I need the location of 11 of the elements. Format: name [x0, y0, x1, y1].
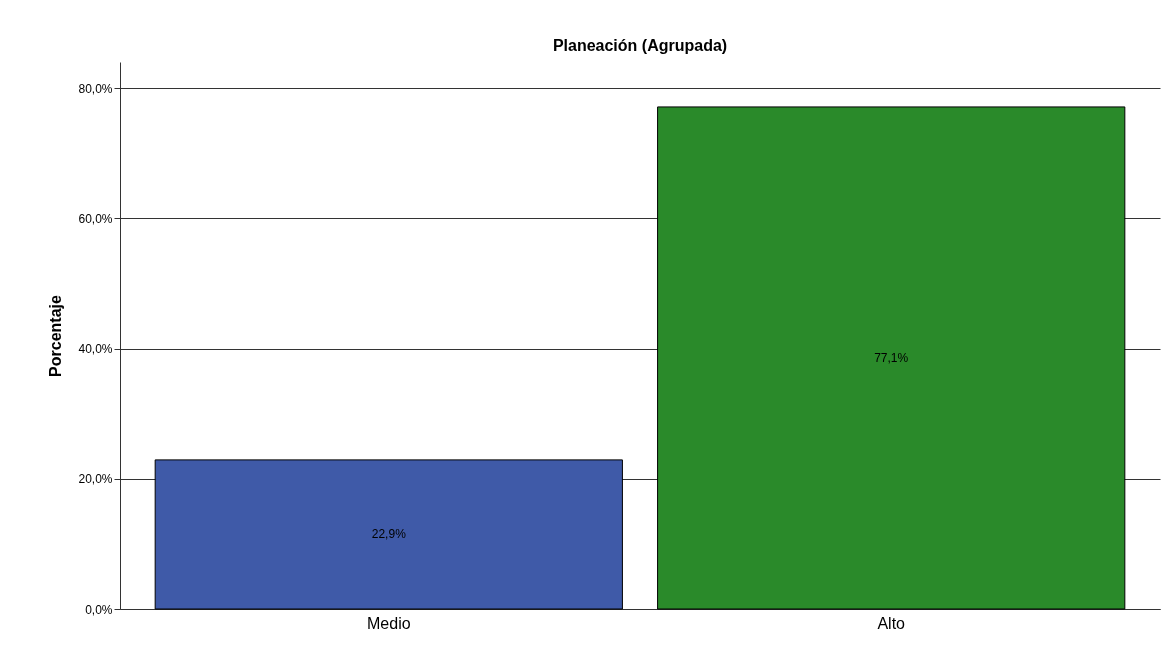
x-tick-label: Medio [367, 614, 411, 632]
data-label: 22,9% [371, 527, 407, 542]
y-tick-label: 20,0% [78, 472, 113, 487]
y-tick-label: 60,0% [78, 211, 113, 226]
x-tick-label: Alto [877, 614, 906, 632]
y-tick-label: 80,0% [78, 81, 113, 96]
data-label: 77,1% [874, 350, 909, 365]
y-axis-title: Porcentaje [47, 294, 65, 377]
chart-title: Planeación (Agrupada) [552, 37, 728, 54]
y-tick-label: 0,0% [85, 602, 113, 617]
y-tick-label: 40,0% [78, 342, 113, 357]
